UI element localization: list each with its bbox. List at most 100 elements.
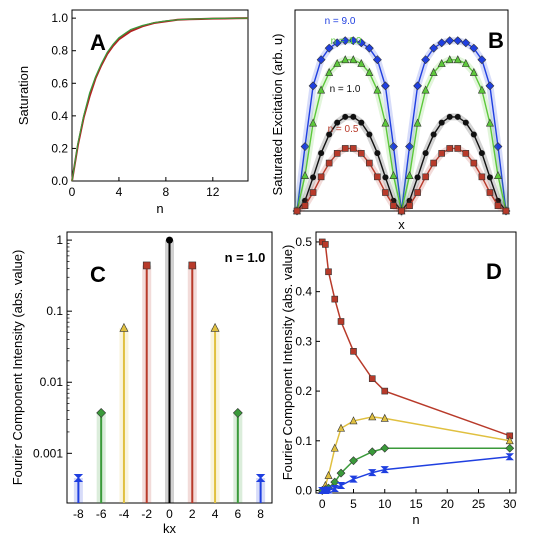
- stem-marker-c: [255, 473, 266, 482]
- series-point-b: [405, 171, 414, 179]
- series-point-b: [333, 58, 342, 67]
- series-point-b: [502, 207, 510, 215]
- series-point-b: [461, 38, 471, 48]
- series-point-b: [350, 113, 357, 120]
- panel-letter-d: D: [486, 259, 502, 284]
- series-point-b: [348, 36, 358, 46]
- series-point-b: [429, 67, 438, 76]
- series-point-b: [422, 150, 429, 157]
- series-point-b: [366, 131, 373, 138]
- series-point-d: [336, 468, 346, 478]
- x-tick-label-c: 0: [166, 507, 173, 521]
- stem-marker-c: [166, 236, 173, 244]
- x-tick-label-c: -6: [96, 507, 107, 521]
- panel-letter-c: C: [90, 262, 106, 287]
- series-point-d: [368, 469, 377, 477]
- x-tick-label-a: 12: [206, 185, 220, 199]
- series-point-b: [310, 174, 317, 181]
- series-point-b: [357, 58, 366, 67]
- series-point-b: [308, 81, 318, 91]
- x-tick-label-d: 25: [472, 497, 486, 511]
- x-tick-label-c: -8: [73, 507, 84, 521]
- series-point-b: [381, 118, 390, 127]
- x-tick-label-a: 0: [69, 185, 76, 199]
- series-point-b: [421, 55, 431, 65]
- x-tick-label-d: 10: [378, 497, 392, 511]
- series-point-b: [454, 145, 462, 152]
- y-tick-label-a: 0.0: [51, 174, 68, 188]
- series-point-b: [325, 159, 333, 167]
- panel-a: 0.0 0.2 0.4 0.6 0.8 1.0 0 4 8 12 n Saturation A: [16, 9, 249, 216]
- series-point-b: [486, 189, 494, 196]
- series-point-b: [413, 118, 422, 127]
- series-point-b: [390, 202, 397, 210]
- series-point-b: [373, 85, 382, 94]
- series-point-b: [405, 142, 414, 151]
- y-tick-label-a: 0.8: [51, 44, 68, 58]
- series-point-b: [453, 55, 462, 64]
- series-point-d: [380, 413, 389, 422]
- series-point-b: [445, 36, 455, 46]
- series-point-b: [316, 55, 326, 65]
- series-point-b: [293, 207, 301, 215]
- series-point-d: [324, 470, 333, 479]
- series-point-b: [478, 150, 485, 157]
- series-point-b: [300, 142, 310, 151]
- series-point-d: [368, 375, 376, 382]
- series-label-b: n = 9.0: [325, 16, 356, 27]
- x-tick-label-a: 4: [116, 185, 123, 199]
- y-tick-label-a: 0.6: [51, 76, 68, 90]
- series-point-b: [317, 173, 325, 181]
- stem-marker-c: [142, 261, 151, 270]
- series-point-d: [368, 412, 377, 421]
- x-tick-label-a: 8: [163, 185, 170, 199]
- panel-letter-a: A: [90, 30, 106, 55]
- series-point-b: [309, 118, 318, 127]
- series-label-b: n = 0.5: [328, 124, 359, 135]
- series-point-d: [505, 443, 515, 453]
- series-point-b: [366, 159, 373, 167]
- series-point-b: [332, 38, 342, 48]
- y-tick-label-d: 0.5: [295, 235, 312, 249]
- series-point-d: [349, 475, 358, 483]
- series-point-b: [358, 119, 365, 126]
- series-point-b: [340, 36, 350, 46]
- y-tick-label-c: 0.1: [46, 304, 63, 318]
- y-tick-label-a: 0.4: [51, 109, 68, 123]
- series-point-b: [389, 142, 398, 151]
- series-point-b: [485, 118, 494, 127]
- panel-letter-b: B: [488, 28, 504, 53]
- panel-d: 0.0 0.1 0.2 0.3 0.4 0.5 0 5 10 15 20 25 30 n Fourier C…: [280, 231, 517, 527]
- series-point-b: [430, 131, 437, 138]
- x-axis-label-a: n: [156, 201, 163, 216]
- series-point-b: [372, 55, 382, 65]
- series-point-b: [454, 113, 461, 120]
- series-point-b: [438, 150, 445, 157]
- y-axis-label-d: Fourier Component Intensity (abs. value): [280, 245, 295, 481]
- series-point-b: [309, 189, 317, 196]
- series-point-b: [486, 174, 493, 181]
- series-point-b: [301, 202, 309, 210]
- series-point-b: [494, 202, 502, 210]
- series-point-d: [337, 318, 345, 325]
- series-point-b: [477, 85, 486, 94]
- stem-marker-c: [96, 408, 107, 418]
- stem-marker-c: [210, 322, 220, 332]
- y-tick-label-d: 0.1: [295, 434, 312, 448]
- series-point-b: [438, 119, 445, 126]
- series-point-d: [330, 443, 339, 452]
- series-point-b: [470, 131, 477, 138]
- series-point-d: [367, 447, 377, 457]
- plot-frame-b: [294, 9, 509, 212]
- x-axis-label-b: x: [398, 217, 405, 232]
- series-label-b: n = 1.0: [330, 84, 361, 95]
- series-point-d: [349, 416, 358, 425]
- series-point-b: [437, 58, 446, 67]
- series-point-b: [333, 150, 341, 157]
- series-point-b: [429, 43, 439, 53]
- panel-c: 1 0.1 0.01 0.001 -8 -6 -4 -2 0 2 4 6 8 n = 1.0 kx Fouri…: [10, 231, 273, 536]
- x-tick-label-c: 2: [189, 507, 196, 521]
- y-tick-label-d: 0.4: [295, 285, 312, 299]
- y-axis-label-c: Fourier Component Intensity (abs. value): [10, 250, 25, 486]
- series-point-b: [380, 81, 390, 91]
